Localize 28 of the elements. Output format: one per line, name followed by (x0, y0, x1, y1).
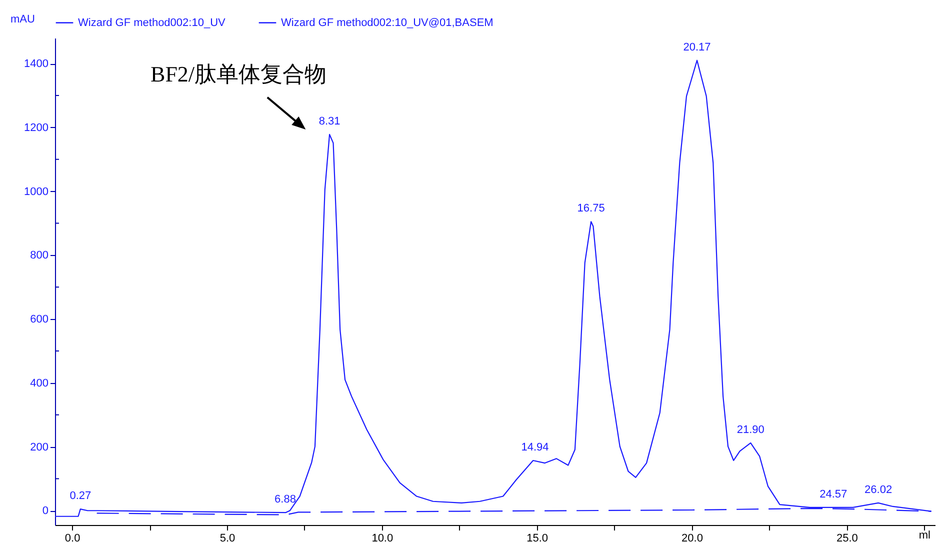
y-tick-label: 1200 (24, 122, 48, 134)
legend-label: Wizard GF method002:10_UV@01,BASEM (281, 16, 494, 29)
x-tick-label: 10.0 (372, 532, 394, 543)
annotation: BF2/肽单体复合物 (150, 61, 327, 86)
x-tick-label: 20.0 (682, 532, 703, 543)
x-axis-title: ml (918, 530, 930, 542)
annotation: 16.75 (577, 202, 605, 215)
annotation: 14.94 (521, 441, 549, 454)
annotation: 26.02 (864, 484, 892, 496)
annotation: 20.17 (683, 41, 711, 54)
x-tick-label: 15.0 (526, 532, 548, 543)
annotation: 0.27 (70, 490, 92, 502)
y-tick-label: 0 (42, 505, 48, 518)
y-tick-label: 1000 (24, 186, 48, 198)
y-tick-label: 600 (30, 314, 48, 326)
y-tick-label: 400 (30, 377, 48, 390)
y-tick-label: 800 (30, 250, 48, 262)
y-tick-label: 200 (30, 441, 48, 454)
legend-label: Wizard GF method002:10_UV (78, 16, 226, 29)
y-axis-title: mAU (10, 14, 35, 26)
y-tick-label: 1400 (24, 58, 48, 70)
annotation: 21.90 (736, 424, 764, 436)
x-tick-label: 0.0 (64, 532, 80, 543)
annotation: 6.88 (274, 494, 296, 506)
x-tick-label: 25.0 (836, 532, 858, 543)
x-tick-label: 5.0 (220, 532, 236, 543)
annotation: 24.57 (820, 488, 848, 500)
annotation: 8.31 (318, 115, 340, 128)
